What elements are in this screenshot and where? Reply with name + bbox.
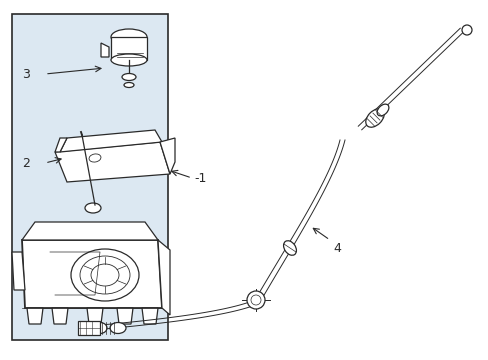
- Polygon shape: [158, 240, 170, 315]
- Circle shape: [246, 291, 264, 309]
- Polygon shape: [160, 138, 175, 174]
- Polygon shape: [111, 37, 147, 60]
- Ellipse shape: [376, 104, 388, 116]
- Ellipse shape: [91, 264, 119, 286]
- Polygon shape: [55, 142, 170, 182]
- Bar: [78, 321, 100, 335]
- Polygon shape: [22, 240, 162, 308]
- Polygon shape: [55, 138, 67, 152]
- Ellipse shape: [111, 54, 147, 66]
- Text: 2: 2: [22, 157, 30, 170]
- Polygon shape: [142, 308, 158, 324]
- Bar: [12, 14, 168, 340]
- Ellipse shape: [71, 249, 139, 301]
- Ellipse shape: [122, 73, 136, 81]
- Polygon shape: [52, 308, 68, 324]
- Ellipse shape: [283, 241, 296, 255]
- Polygon shape: [117, 308, 133, 324]
- Circle shape: [461, 25, 471, 35]
- Polygon shape: [101, 43, 109, 57]
- Polygon shape: [22, 222, 158, 240]
- Ellipse shape: [85, 203, 101, 213]
- Text: 4: 4: [332, 242, 340, 255]
- Ellipse shape: [365, 109, 384, 127]
- Ellipse shape: [89, 154, 101, 162]
- Text: -1: -1: [194, 171, 206, 185]
- Polygon shape: [12, 252, 25, 290]
- Polygon shape: [27, 308, 43, 324]
- Ellipse shape: [93, 323, 107, 333]
- Circle shape: [250, 295, 261, 305]
- Ellipse shape: [110, 323, 126, 333]
- Ellipse shape: [111, 29, 147, 45]
- Ellipse shape: [124, 82, 134, 87]
- Text: 3: 3: [22, 68, 30, 81]
- Polygon shape: [87, 308, 103, 324]
- Polygon shape: [60, 130, 162, 152]
- Ellipse shape: [80, 256, 130, 294]
